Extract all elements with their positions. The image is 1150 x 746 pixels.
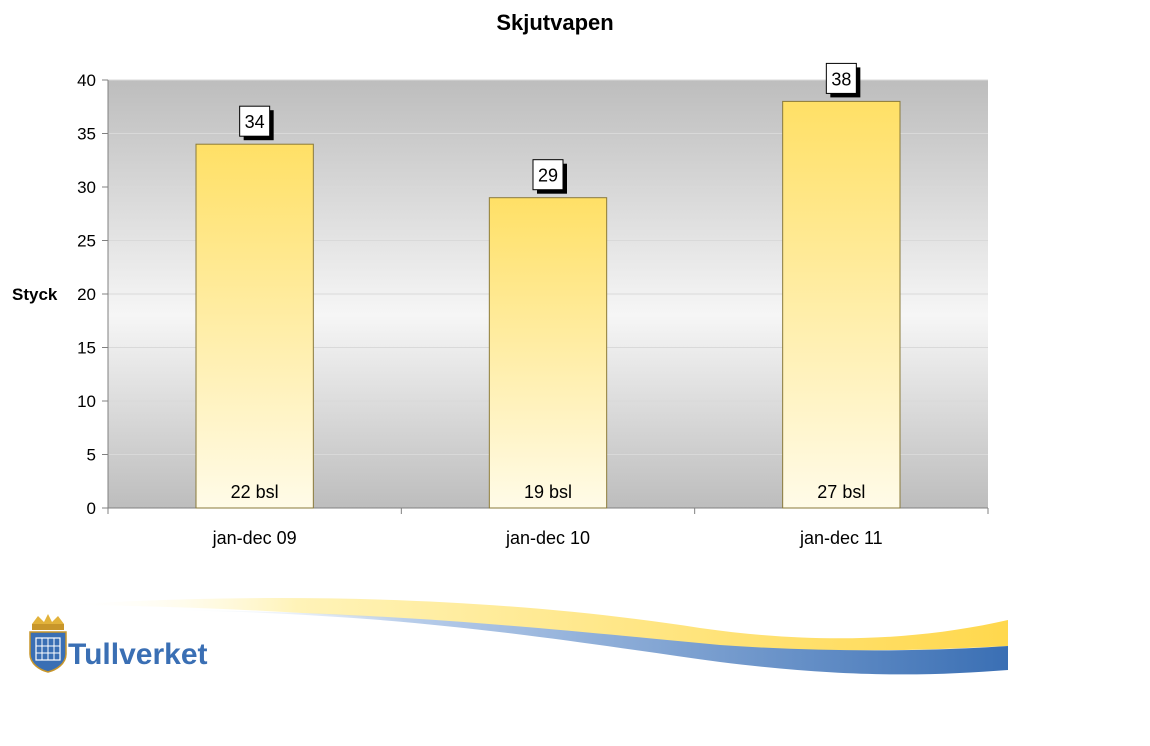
x-category-label: jan-dec 09 <box>212 528 297 548</box>
y-tick-label: 20 <box>77 285 96 304</box>
data-label-box <box>532 159 564 191</box>
y-tick-label: 10 <box>77 392 96 411</box>
y-tick-label: 30 <box>77 178 96 197</box>
bar <box>488 197 608 509</box>
data-label: 29 <box>538 166 558 186</box>
bars: 34 22 bsl 29 19 bsl 38 27 bsl <box>195 62 901 509</box>
y-axis-ticks: 0 5 10 15 20 25 30 35 40 <box>77 71 108 518</box>
x-category-label: jan-dec 11 <box>799 528 883 548</box>
brand-swoosh <box>60 598 1008 675</box>
data-label: 38 <box>831 69 851 89</box>
y-axis-label: Styck <box>12 285 58 304</box>
x-category-label: jan-dec 10 <box>505 528 590 548</box>
y-tick-label: 15 <box>77 339 96 358</box>
bar <box>195 143 314 509</box>
logo-text: Tullverket <box>68 638 208 671</box>
bar-inner-label: 22 bsl <box>231 482 279 502</box>
chart-title: Skjutvapen <box>496 10 613 35</box>
y-tick-label: 5 <box>87 446 96 465</box>
data-label-box <box>825 62 857 94</box>
bar <box>782 100 901 509</box>
bar-inner-label: 27 bsl <box>817 482 865 502</box>
data-label-box <box>239 105 271 137</box>
y-tick-label: 0 <box>87 499 96 518</box>
data-label: 34 <box>245 112 265 132</box>
bar-inner-label: 19 bsl <box>524 482 572 502</box>
x-axis-categories: jan-dec 09 jan-dec 10 jan-dec 11 <box>107 508 989 548</box>
y-tick-label: 40 <box>77 71 96 90</box>
y-tick-label: 35 <box>77 125 96 144</box>
crest-icon <box>29 614 67 673</box>
y-tick-label: 25 <box>77 232 96 251</box>
